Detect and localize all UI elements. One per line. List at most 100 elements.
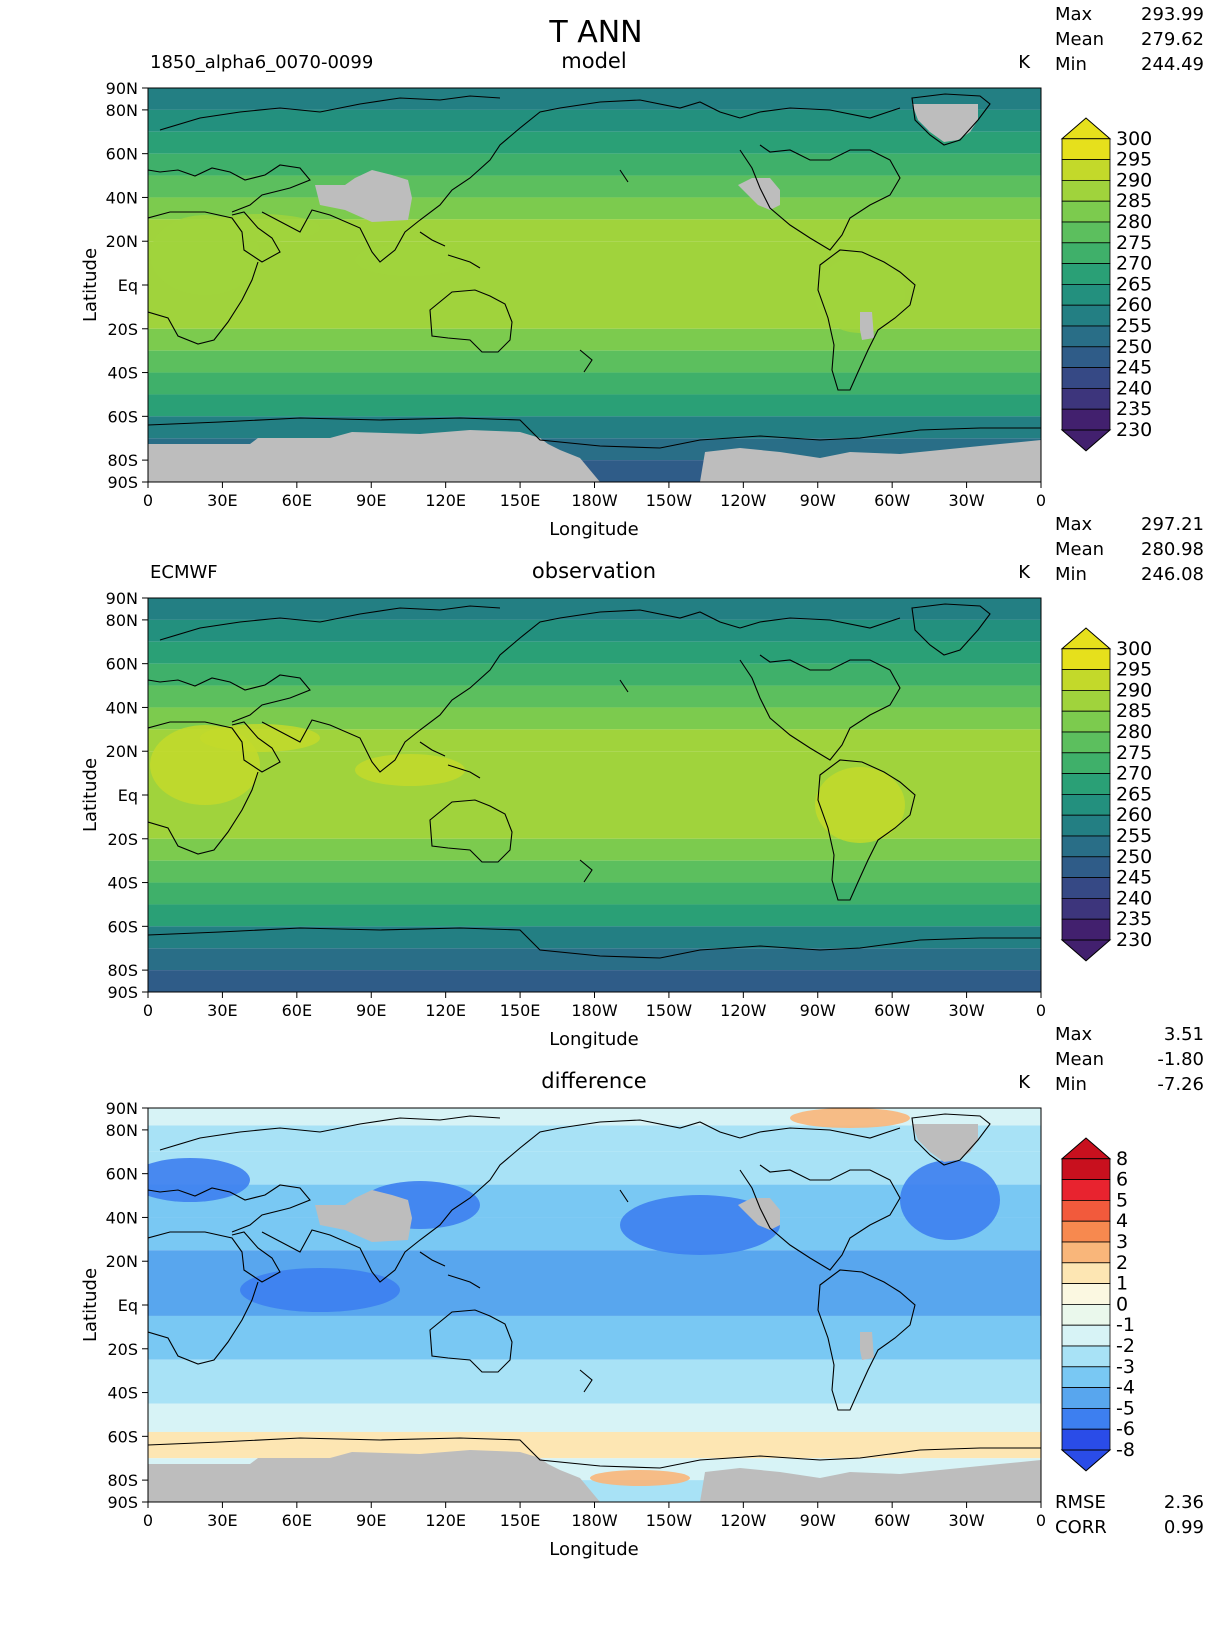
figure-title: T ANN bbox=[548, 15, 642, 50]
colorbar-level-label: 235 bbox=[1116, 398, 1152, 420]
coast-europe-north bbox=[159, 1115, 501, 1151]
colorbar-bottom-arrow bbox=[1060, 939, 1112, 962]
field-band bbox=[148, 241, 1041, 329]
colorbar-level-label: 6 bbox=[1116, 1169, 1128, 1191]
colorbar-level-label: 235 bbox=[1116, 908, 1152, 930]
panel-observation: ECMWF observation K 90N 80N 60N 40N 20N Eq 20S… bbox=[80, 514, 1204, 1050]
y-tick-label: 20N bbox=[106, 232, 138, 251]
y-tick-label: 80N bbox=[106, 1121, 138, 1140]
colorbar-level-label: 255 bbox=[1116, 825, 1152, 847]
colorbar-level-label: 295 bbox=[1116, 149, 1152, 171]
colorbar-level-label: 265 bbox=[1116, 783, 1152, 805]
field-band bbox=[148, 372, 1041, 395]
colorbar-level-label: 230 bbox=[1116, 929, 1152, 951]
colorbar-level-label: 240 bbox=[1116, 377, 1152, 399]
panel-units-observation: K bbox=[1018, 562, 1031, 583]
stat-label: Max bbox=[1055, 4, 1093, 25]
tibet-mask bbox=[315, 170, 412, 222]
y-tick-label: 80N bbox=[106, 101, 138, 120]
colorbar-level-label: -4 bbox=[1116, 1377, 1135, 1399]
coast-asia bbox=[148, 1119, 741, 1283]
colorbar-bottom-arrow bbox=[1060, 429, 1112, 452]
field-band bbox=[148, 663, 1041, 686]
panel-units-model: K bbox=[1018, 52, 1031, 73]
colorbar-segment bbox=[1061, 669, 1111, 691]
x-axis-label-difference: Longitude bbox=[549, 1539, 639, 1560]
colorbar-level-label: 270 bbox=[1116, 763, 1152, 785]
x-tick-label: 150E bbox=[500, 1511, 541, 1530]
y-tick-label: 90S bbox=[107, 473, 138, 492]
colorbar-level-label: 290 bbox=[1116, 679, 1152, 701]
coast-south-america bbox=[817, 759, 916, 901]
panel-difference: difference K 90N 80N 60N 40N 20N Eq 20S 40S 60S 8… bbox=[80, 1024, 1204, 1560]
colorbar-segment bbox=[1061, 690, 1111, 712]
x-tick-label: 0 bbox=[143, 491, 153, 510]
colorbar-segment bbox=[1061, 752, 1111, 774]
y-tick-label: Eq bbox=[118, 276, 138, 295]
field-band bbox=[148, 109, 1041, 132]
x-tick-label: 120E bbox=[425, 1511, 466, 1530]
y-tick-label: 40S bbox=[107, 874, 138, 893]
colorbar-segment bbox=[1061, 387, 1111, 410]
warm-region bbox=[200, 214, 320, 242]
panel-title-difference: difference bbox=[541, 1069, 646, 1093]
y-axis-label-difference: Latitude bbox=[80, 1268, 101, 1342]
extra-stat-label: CORR bbox=[1055, 1517, 1107, 1538]
x-tick-label: 90W bbox=[800, 1001, 836, 1020]
field-band bbox=[148, 1151, 1041, 1185]
field-band bbox=[148, 882, 1041, 905]
x-tick-label: 30E bbox=[207, 1511, 237, 1530]
x-tick-label: 120W bbox=[720, 1001, 767, 1020]
coast-antarctica bbox=[148, 417, 1041, 449]
y-tick-label: Eq bbox=[118, 1296, 138, 1315]
cold-anomaly-region bbox=[240, 1268, 400, 1312]
colorbar-segment bbox=[1061, 304, 1111, 327]
colorbar-observation: 3002952902852802752702652602552502452402… bbox=[1060, 627, 1152, 962]
colorbar-level-label: 300 bbox=[1116, 128, 1152, 150]
colorbar-top-arrow bbox=[1060, 1137, 1112, 1160]
coast-north-america bbox=[739, 617, 901, 761]
extra-stat-value: 2.36 bbox=[1164, 1492, 1204, 1513]
coastlines-observation bbox=[148, 603, 1041, 959]
field-band bbox=[148, 598, 1041, 620]
colorbar-segment bbox=[1061, 835, 1111, 858]
x-tick-label: 60E bbox=[282, 491, 312, 510]
colorbar-segment bbox=[1061, 408, 1111, 431]
stat-label: Max bbox=[1055, 1024, 1093, 1045]
rmse-corr-block: RMSE 2.36 CORR 0.99 bbox=[1055, 1492, 1204, 1538]
y-tick-label: 40N bbox=[106, 1208, 138, 1227]
coastlines-model bbox=[148, 93, 1041, 449]
field-band bbox=[148, 619, 1041, 642]
x-tick-label: 180W bbox=[571, 1001, 618, 1020]
field-band bbox=[148, 926, 1041, 949]
warm-anomaly-region bbox=[790, 1108, 910, 1128]
field-band bbox=[148, 860, 1041, 883]
colorbar-segment bbox=[1061, 221, 1111, 244]
x-tick-label: 90E bbox=[356, 1001, 386, 1020]
colorbar-level-label: 275 bbox=[1116, 232, 1152, 254]
colorbar-segment bbox=[1061, 794, 1111, 816]
stats-block-observation: Max 297.21 Mean 280.98 Min 246.08 bbox=[1055, 514, 1204, 585]
y-tick-label: 80S bbox=[107, 451, 138, 470]
y-tick-label: 60S bbox=[107, 1427, 138, 1446]
x-axis-ticks-model: 0 30E 60E 90E 120E 150E 180W 150W 120W 90W 60W 30W 0 bbox=[143, 482, 1046, 510]
field-band bbox=[148, 350, 1041, 373]
field-band bbox=[148, 394, 1041, 417]
greenland-mask bbox=[912, 104, 978, 142]
x-tick-label: 30W bbox=[948, 491, 984, 510]
colorbar-level-label: 0 bbox=[1116, 1293, 1128, 1315]
colorbar-segment bbox=[1061, 200, 1111, 223]
coast-north-america bbox=[739, 1127, 901, 1271]
x-axis-label-model: Longitude bbox=[549, 519, 639, 540]
y-tick-label: 40N bbox=[106, 188, 138, 207]
colorbar-segment bbox=[1061, 731, 1111, 754]
colorbar-level-label: -5 bbox=[1116, 1397, 1135, 1419]
y-tick-label: 90N bbox=[106, 589, 138, 608]
warm-region bbox=[200, 724, 320, 752]
field-band bbox=[148, 219, 1041, 242]
coast-europe-north bbox=[159, 605, 501, 641]
colorbar-level-label: 2 bbox=[1116, 1252, 1128, 1274]
x-axis-label-observation: Longitude bbox=[549, 1029, 639, 1050]
y-tick-label: 90N bbox=[106, 79, 138, 98]
